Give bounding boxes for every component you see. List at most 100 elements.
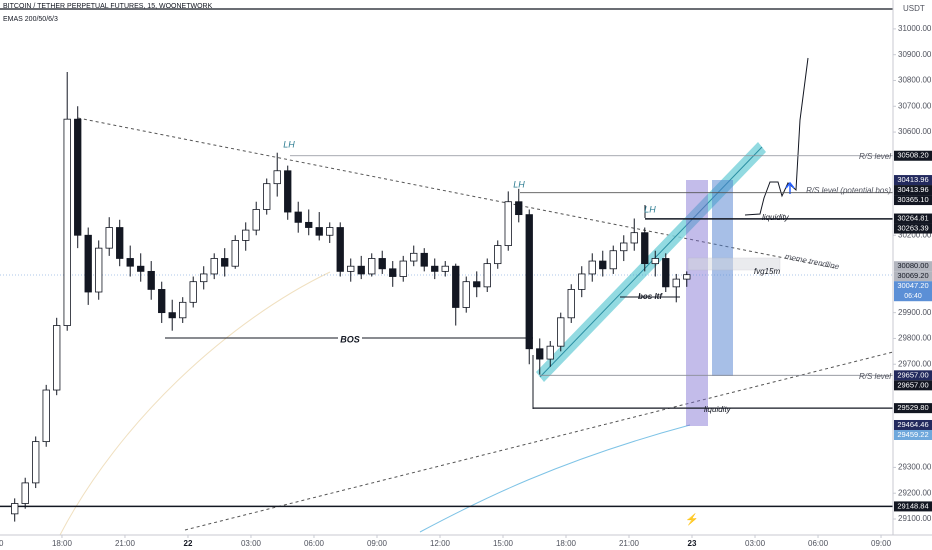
candle-body — [11, 503, 19, 515]
candle-body — [357, 265, 365, 275]
candle-body — [95, 247, 103, 293]
candle-body — [116, 227, 124, 259]
y-tick-label: 29700.00 — [898, 359, 932, 368]
candle-body — [200, 273, 208, 283]
price-label: 29148.84 — [897, 501, 928, 510]
candle-body — [525, 214, 533, 350]
candle-body — [389, 268, 397, 277]
candle-body — [546, 345, 554, 360]
candle-body — [137, 265, 145, 272]
candle-body — [189, 281, 197, 303]
candle-body — [378, 258, 386, 270]
candle-body — [452, 265, 460, 308]
annotation: fvg15m — [754, 267, 781, 276]
x-tick-label: 21:00 — [619, 539, 640, 548]
candle-body — [609, 250, 617, 270]
candle-body — [399, 260, 407, 277]
candle-body — [252, 209, 260, 231]
annotation: LH — [283, 139, 295, 149]
annotation: bos ltf — [638, 292, 663, 301]
candle-body — [599, 260, 607, 270]
candle-body — [263, 183, 271, 210]
candle-body — [630, 232, 638, 244]
candle-body — [221, 258, 229, 267]
price-label-box — [894, 501, 932, 512]
price-label-box — [894, 223, 932, 234]
zone-purple — [686, 180, 708, 426]
candle-body — [284, 170, 292, 213]
candle-body — [557, 317, 565, 347]
candle-body — [74, 118, 82, 236]
candle-body — [651, 258, 659, 265]
y-tick-label: 30600.00 — [898, 127, 932, 136]
y-tick-label: 29300.00 — [898, 463, 932, 472]
drawings: ⚡ LH LH LH BOS bos ltf fvg15m liquidity liquidi… — [0, 8, 894, 536]
candle-body — [210, 258, 218, 275]
annotation: R/S level (potential bos) — [806, 186, 891, 195]
annotation-bg — [338, 334, 362, 346]
candle-body — [347, 265, 355, 272]
price-label: 29529.80 — [897, 403, 928, 412]
candle-body — [315, 227, 323, 236]
fvg-box — [687, 257, 781, 271]
price-label-box — [894, 213, 932, 224]
x-tick-label: 15:00 — [493, 539, 514, 548]
annotation: liquidity — [762, 213, 790, 222]
candle-body — [494, 245, 502, 265]
price-label: 29464.46 — [897, 420, 928, 429]
y-tick-label: 30900.00 — [898, 50, 932, 59]
price-label: 30365.10 — [897, 195, 928, 204]
x-tick-label: 03:00 — [745, 539, 766, 548]
candle-body — [147, 270, 155, 290]
y-tick-label: 29900.00 — [898, 308, 932, 317]
candle-body — [231, 240, 239, 267]
x-tick-label: 18:00 — [52, 539, 73, 548]
price-label: 29459.22 — [897, 430, 928, 439]
x-tick-label: 06:00 — [304, 539, 325, 548]
price-label: 30413.96 — [897, 185, 928, 194]
candle-body — [336, 227, 344, 272]
price-label-box — [894, 281, 932, 302]
candle-body — [588, 260, 596, 275]
candle-body — [305, 221, 313, 228]
x-tick-label: 18:00 — [556, 539, 577, 548]
price-label-box — [894, 175, 932, 186]
projection-sketch — [744, 57, 809, 216]
candle-body — [294, 211, 302, 223]
zone-blue — [712, 180, 733, 376]
candle-body — [21, 482, 29, 504]
candle-body — [420, 252, 428, 267]
x-tick-label: 23 — [688, 539, 697, 548]
annotation: LH — [644, 204, 656, 214]
y-tick-label: 30800.00 — [898, 76, 932, 85]
candle-body — [242, 229, 250, 241]
candle-body — [672, 278, 680, 288]
price-label: 30047.20 — [897, 281, 928, 290]
candle-body — [126, 258, 134, 267]
price-countdown: 06:40 — [904, 293, 922, 300]
y-tick-label: 29200.00 — [898, 488, 932, 497]
candle-body — [105, 227, 113, 249]
event-icon: ⚡ — [685, 513, 699, 526]
price-label: 30264.81 — [897, 214, 928, 223]
price-label-box — [894, 380, 932, 391]
price-label-box — [894, 261, 932, 272]
annotation: LH — [513, 179, 525, 189]
candle-body — [63, 118, 71, 326]
x-tick-label: 22 — [184, 539, 193, 548]
candle-body — [326, 227, 334, 236]
price-label: 29657.00 — [897, 370, 928, 379]
annotation: R/S level — [859, 152, 891, 161]
annotation: R/S level — [859, 372, 891, 381]
candle-body — [32, 441, 40, 484]
candle-body — [273, 170, 281, 185]
candle-body — [515, 201, 523, 216]
candle-body — [53, 325, 61, 391]
price-label-box — [894, 195, 932, 206]
annotation: BOS — [340, 334, 360, 344]
price-label-box — [894, 150, 932, 161]
subtitle: EMAS 200/50/6/3 — [3, 16, 58, 23]
candle-body — [158, 289, 166, 314]
candle-body — [483, 263, 491, 288]
